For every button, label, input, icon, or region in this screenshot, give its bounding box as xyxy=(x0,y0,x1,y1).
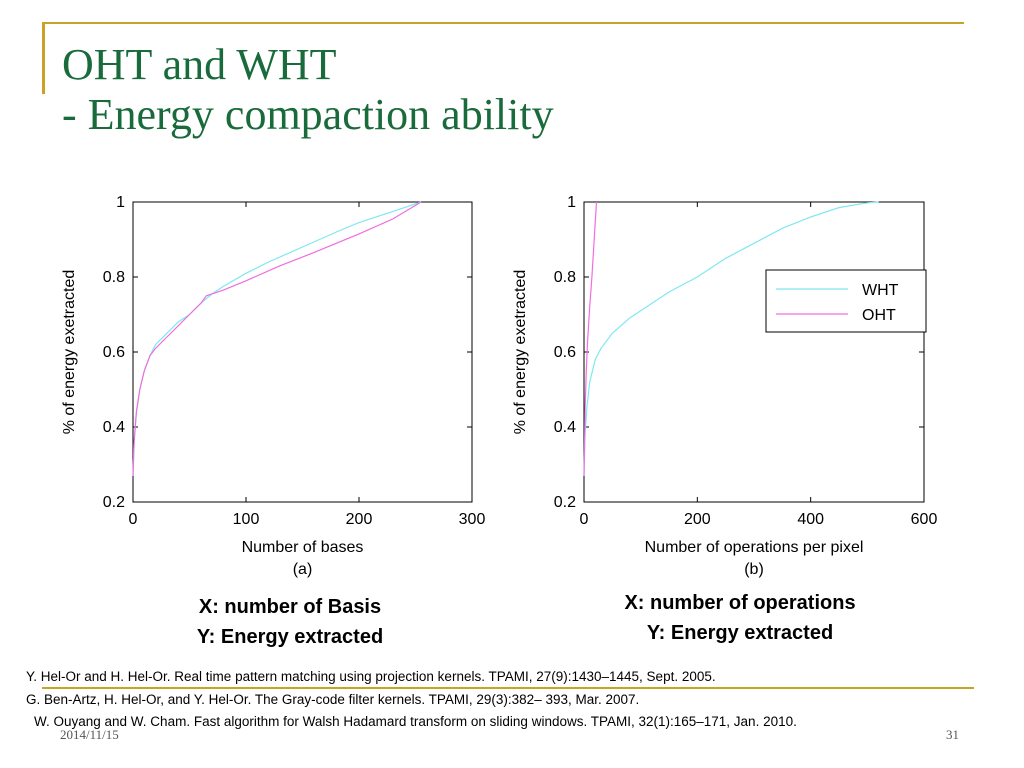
slide-page-number: 31 xyxy=(946,727,959,742)
caption-left: X: number of Basis Y: Energy extracted xyxy=(160,592,420,652)
plot-frame-b xyxy=(583,201,925,503)
ytick-label-a: 0.8 xyxy=(103,269,125,286)
sub-label-a: (a) xyxy=(293,561,313,578)
xtick-label-b: 0 xyxy=(580,511,589,528)
ytick-label-b: 0.8 xyxy=(554,269,576,286)
series-line-oht-b xyxy=(583,201,598,476)
caption-right: X: number of operations Y: Energy extrac… xyxy=(580,588,900,648)
xtick-label-a: 200 xyxy=(346,511,373,528)
legend-label-wht: WHT xyxy=(862,282,899,299)
xtick-label-b: 200 xyxy=(684,511,711,528)
caption-right-y: Y: Energy extracted xyxy=(646,622,834,644)
xtick-label-a: 0 xyxy=(129,511,138,528)
reference-1: Y. Hel-Or and H. Hel-Or. Real time patte… xyxy=(26,669,716,684)
xtick-label-b: 600 xyxy=(911,511,938,528)
footer-rule xyxy=(42,687,974,689)
xtick-label-a: 100 xyxy=(233,511,260,528)
caption-left-x: X: number of Basis xyxy=(198,596,382,618)
legend-box-b xyxy=(765,269,927,333)
ytick-label-a: 1 xyxy=(116,194,125,211)
series-line-oht-a xyxy=(132,201,422,476)
series-line-wht-b xyxy=(583,201,879,476)
ytick-label-a: 0.2 xyxy=(103,494,125,511)
title-accent-bar xyxy=(42,22,45,94)
y-axis-label-b: % of energy exetracted xyxy=(512,270,529,435)
ytick-label-b: 0.2 xyxy=(554,494,576,511)
legend-label-oht: OHT xyxy=(862,307,896,324)
ytick-label-b: 0.4 xyxy=(554,419,576,436)
sub-label-b: (b) xyxy=(744,561,764,578)
series-line-wht-a xyxy=(132,201,422,476)
x-axis-label-b: Number of operations per pixel xyxy=(645,539,864,556)
ytick-label-a: 0.4 xyxy=(103,419,125,436)
title-line-2: - Energy compaction ability xyxy=(62,90,554,139)
slide-date: 2014/11/15 xyxy=(60,727,119,742)
caption-left-y: Y: Energy extracted xyxy=(196,626,384,648)
y-axis-label-a: % of energy exetracted xyxy=(61,270,78,435)
reference-3: W. Ouyang and W. Cham. Fast algorithm fo… xyxy=(34,714,797,729)
ytick-label-b: 0.6 xyxy=(554,344,576,361)
references: Y. Hel-Or and H. Hel-Or. Real time patte… xyxy=(26,666,797,734)
xtick-label-b: 400 xyxy=(797,511,824,528)
caption-right-x: X: number of operations xyxy=(624,592,856,614)
header-rule xyxy=(42,22,964,24)
x-axis-label-a: Number of bases xyxy=(242,539,364,556)
ytick-label-b: 1 xyxy=(567,194,576,211)
reference-2: G. Ben-Artz, H. Hel-Or, and Y. Hel-Or. T… xyxy=(26,691,640,707)
slide-title: OHT and WHT - Energy compaction ability xyxy=(62,40,554,140)
xtick-label-a: 300 xyxy=(459,511,486,528)
title-line-1: OHT and WHT xyxy=(62,40,337,89)
ytick-label-a: 0.6 xyxy=(103,344,125,361)
